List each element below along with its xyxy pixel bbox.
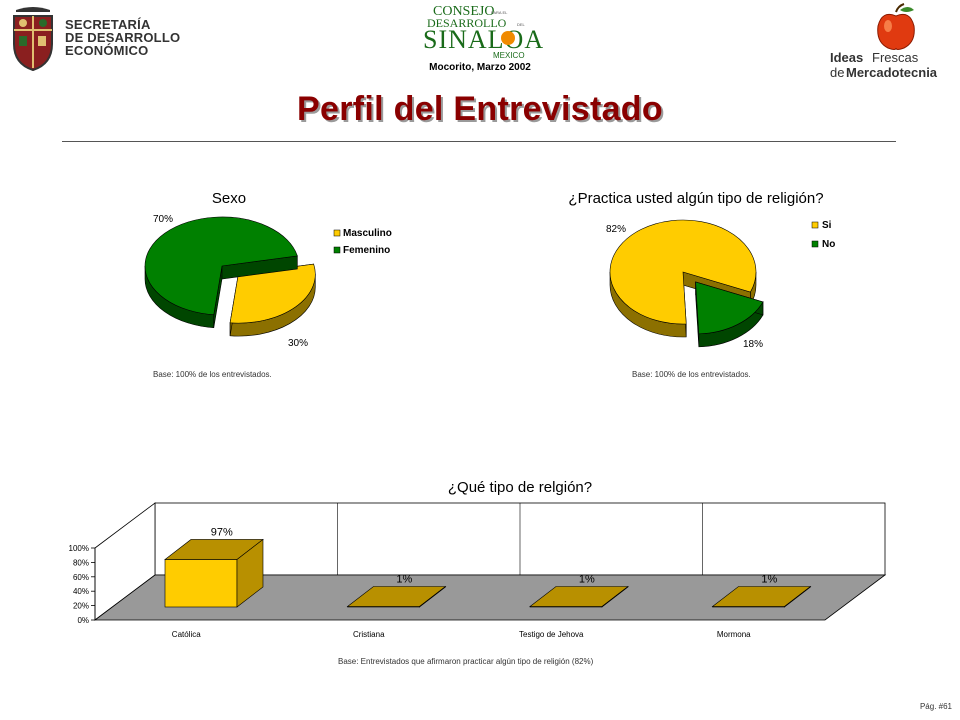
legend-swatch [333,246,341,254]
y-tick-label: 60% [73,573,89,582]
secretaria-line3: ECONÓMICO [65,43,149,58]
desarrollo-text: DESARROLLO [427,16,507,30]
pie-slice-no [695,281,764,348]
de-text: de [830,65,844,80]
secretaria-line2: DE DESARROLLO [65,30,181,45]
y-tick-label: 40% [73,587,89,596]
pie-slice-femenino [144,216,298,329]
y-tick-label: 20% [73,602,89,611]
legend: Si No [811,220,835,250]
frescas-text: Frescas [872,50,919,65]
y-tick-label: 80% [73,558,89,567]
bar-side [236,538,264,608]
legend-label: Masculino [343,228,392,239]
ideas-text: Ideas [830,50,863,65]
pie-chart-sexo: Sexo 30% 70% Masculino Femenino Base: 10… [144,190,392,379]
data-label: 97% [211,526,233,538]
sinaloa-text: SINALOA [423,25,544,54]
mercadotecnia-text: Mercadotecnia [846,65,938,80]
chart-title: ¿Practica usted algún tipo de religión? [568,190,823,207]
base-note: Base: 100% de los entrevistados. [632,370,751,379]
category-label: Católica [172,630,201,639]
legend: Masculino Femenino [333,228,392,256]
consejo-sinaloa-logo: CONSEJO PARA EL DESARROLLO DEL SINALOA M… [405,2,555,80]
secretaria-line1: SECRETARÍA [65,17,151,32]
category-label: Testigo de Jehova [519,630,584,639]
legend-swatch [333,229,341,237]
legend-label: Si [822,220,832,231]
pie-slice-top [695,281,764,335]
mexico-text: MEXICO [493,51,525,60]
bar-front [164,559,238,608]
floor [93,574,887,621]
category-label: Mormona [717,630,751,639]
pie-slice-top [229,263,316,324]
sun-icon [501,31,515,45]
page-title: Perfil del Entrevistado [297,90,663,128]
data-label: 70% [153,214,173,225]
pie-chart-religion: ¿Practica usted algún tipo de religión? … [568,190,835,379]
secretaria-logo: SECRETARÍA DE DESARROLLO ECONÓMICO [8,6,180,72]
location-date: Mocorito, Marzo 2002 [429,62,531,73]
chart-title: Sexo [212,190,246,207]
state-coat-of-arms-icon [13,7,53,72]
del-text: DEL [517,22,526,27]
bar-1: 97% [164,526,264,608]
legend-swatch [811,240,819,248]
bar-2: 1% [346,574,447,608]
base-note: Base: Entrevistados que afirmaron practi… [338,657,594,666]
bar-side [784,585,811,608]
y-tick-label: 0% [77,616,89,625]
chart-title: ¿Qué tipo de relgión? [448,479,592,496]
data-label: 1% [579,574,595,586]
data-label: 18% [743,339,763,350]
pie-slice-masculino [229,263,316,337]
legend-label: No [822,239,835,250]
para-el-text: PARA EL [491,10,508,15]
bar-3: 1% [529,574,629,608]
data-label: 30% [288,338,308,349]
data-label: 82% [606,224,626,235]
legend-label: Femenino [343,245,390,256]
bar-4: 1% [711,574,812,608]
bar-chart-tipo-religion: ¿Qué tipo de relgión? 0% 20% 40% 60% 80% 100%… [69,479,887,666]
consejo-text: CONSEJO [433,4,494,19]
legend-swatch [811,221,819,229]
page-number: Pág. #61 [919,702,952,711]
pie-slice-top [609,219,757,325]
apple-icon [877,3,915,50]
data-label: 1% [396,574,412,586]
base-note: Base: 100% de los entrevistados. [153,370,272,379]
y-tick-label: 100% [69,544,89,553]
bar-side [601,585,629,608]
category-label: Cristiana [353,630,385,639]
bar-side [419,585,446,608]
data-label: 1% [761,574,777,586]
ideas-frescas-logo: Ideas Frescas de Mercadotecnia [826,2,960,82]
pie-slice-top [144,216,298,316]
title-divider [62,141,896,142]
